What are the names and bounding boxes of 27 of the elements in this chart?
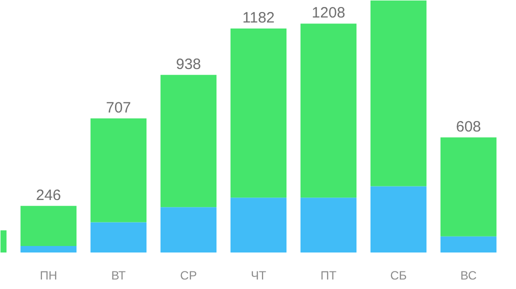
annotation: 246 [36, 186, 62, 204]
bar [370, 0, 426, 186]
x-tick-label: ПН [40, 268, 58, 282]
bar [160, 74, 217, 208]
x-tick-label: ВС [460, 268, 477, 282]
annotation: 608 [456, 118, 481, 136]
bar [90, 118, 147, 222]
bar [440, 137, 496, 236]
bar [300, 24, 356, 198]
bar [300, 198, 356, 252]
annotation: 707 [106, 99, 132, 116]
bar [230, 198, 286, 252]
bar [90, 222, 147, 252]
bar [20, 206, 77, 246]
x-tick-label: ВТ [111, 268, 126, 282]
annotation: 1182 [242, 9, 275, 26]
bar [370, 186, 426, 252]
x-tick-label: СР [180, 268, 197, 282]
bar [440, 236, 496, 252]
x-tick-label: ПТ [320, 268, 338, 282]
bar [230, 28, 286, 198]
x-tick-label: ЧТ [250, 268, 267, 282]
bar [20, 246, 77, 252]
annotation: 1208 [312, 4, 346, 22]
annotation: 938 [176, 56, 202, 73]
bar [160, 207, 217, 252]
x-tick-label: СБ [390, 268, 407, 282]
